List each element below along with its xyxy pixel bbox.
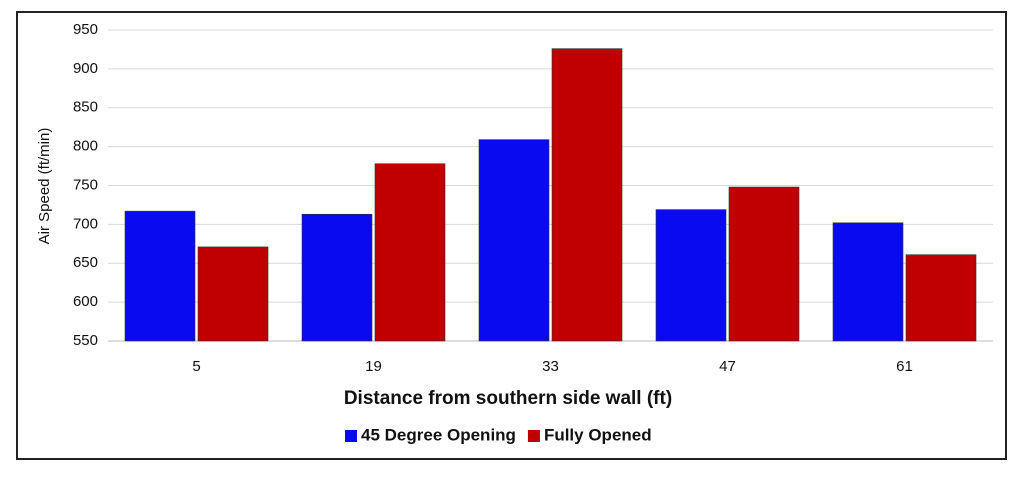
y-tick-label: 600 bbox=[73, 293, 98, 310]
bar bbox=[301, 213, 373, 342]
x-tick-label: 61 bbox=[896, 358, 913, 375]
x-axis-title: Distance from southern side wall (ft) bbox=[344, 388, 672, 409]
y-tick-label: 750 bbox=[73, 176, 98, 193]
y-tick-label: 950 bbox=[73, 21, 98, 38]
bar bbox=[124, 210, 196, 342]
y-axis-title: Air Speed (ft/min) bbox=[36, 128, 53, 245]
x-tick-label: 19 bbox=[365, 358, 382, 375]
y-tick-label: 550 bbox=[73, 332, 98, 349]
bar bbox=[655, 209, 727, 342]
legend-label: 45 Degree Opening bbox=[361, 425, 516, 444]
x-tick-label: 5 bbox=[192, 358, 200, 375]
x-tick-label: 33 bbox=[542, 358, 559, 375]
bar bbox=[728, 186, 800, 342]
bar bbox=[374, 163, 446, 342]
y-tick-label: 850 bbox=[73, 99, 98, 116]
bar bbox=[551, 48, 623, 342]
legend-swatch bbox=[527, 430, 540, 442]
bar bbox=[197, 246, 269, 342]
legend-swatch bbox=[345, 430, 357, 442]
bar bbox=[832, 222, 904, 342]
y-tick-label: 800 bbox=[73, 138, 98, 155]
bar bbox=[905, 254, 977, 342]
legend-label: Fully Opened bbox=[544, 425, 652, 444]
bar bbox=[478, 139, 550, 342]
y-tick-label: 700 bbox=[73, 215, 98, 232]
x-tick-label: 47 bbox=[719, 358, 736, 375]
y-tick-label: 900 bbox=[73, 60, 98, 77]
y-tick-label: 650 bbox=[73, 254, 98, 271]
